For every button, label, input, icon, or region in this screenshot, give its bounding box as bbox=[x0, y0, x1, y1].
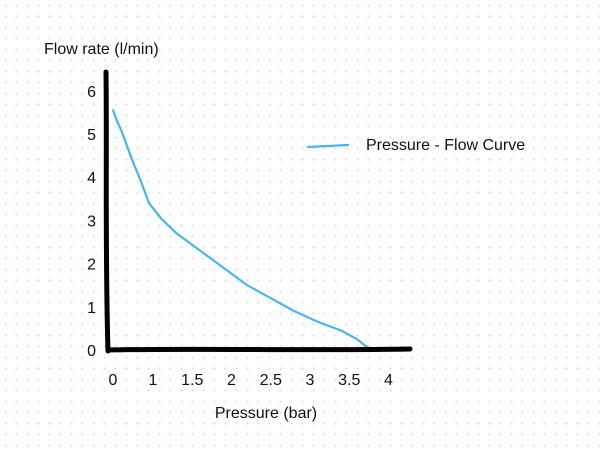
y-tick-labels: 0 1 2 3 4 5 6 bbox=[87, 84, 96, 360]
y-tick-label: 0 bbox=[87, 343, 96, 360]
x-tick-label: 1 bbox=[149, 372, 158, 389]
y-axis-label: Flow rate (l/min) bbox=[44, 41, 159, 58]
x-tick-labels: 0 1 1.5 2 2.5 3 3.5 4 bbox=[109, 372, 394, 389]
y-tick-label: 6 bbox=[87, 84, 96, 101]
x-axis-label: Pressure (bar) bbox=[215, 405, 317, 422]
y-tick-label: 1 bbox=[87, 300, 96, 317]
x-tick-label: 2.5 bbox=[260, 372, 282, 389]
legend-swatch bbox=[306, 143, 350, 149]
y-tick-label: 3 bbox=[87, 213, 96, 230]
x-tick-label: 3 bbox=[306, 372, 315, 389]
x-axis-line bbox=[105, 346, 413, 353]
y-axis-line bbox=[103, 69, 111, 354]
y-tick-label: 2 bbox=[87, 257, 96, 274]
legend-label: Pressure - Flow Curve bbox=[366, 137, 525, 154]
x-tick-label: 2 bbox=[227, 372, 236, 389]
x-tick-label: 1.5 bbox=[181, 372, 203, 389]
pressure-flow-curve-line bbox=[111, 109, 374, 352]
y-tick-label: 4 bbox=[87, 170, 96, 187]
x-tick-label: 0 bbox=[109, 372, 118, 389]
y-tick-label: 5 bbox=[87, 127, 96, 144]
x-tick-label: 3.5 bbox=[338, 372, 360, 389]
legend: Pressure - Flow Curve bbox=[306, 137, 525, 154]
x-tick-label: 4 bbox=[384, 372, 393, 389]
